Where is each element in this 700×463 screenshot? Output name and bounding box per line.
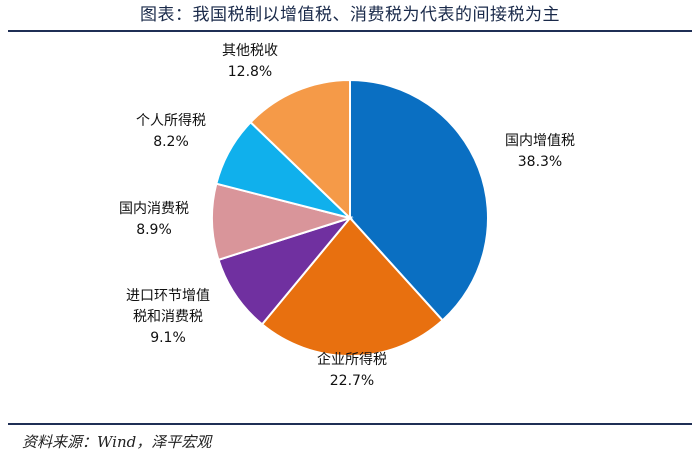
- slice-value-2: 22.7%: [330, 373, 374, 389]
- slice-label-4: 国内消费税: [119, 201, 189, 217]
- chart-title: 图表：我国税制以增值税、消费税为代表的间接税为主: [140, 5, 560, 25]
- slice-label-1: 国内增值税: [505, 133, 575, 149]
- pie-slice-1: [349, 78, 489, 322]
- slice-value-6: 12.8%: [228, 64, 272, 80]
- pie-slice-6: [249, 78, 351, 221]
- pie-slice-2: [260, 216, 444, 357]
- slice-label-3-line-2: 税和消费税: [133, 309, 203, 325]
- title-divider: [8, 30, 692, 32]
- slice-label-3-line-1: 进口环节增值: [126, 288, 210, 304]
- slice-value-1: 38.3%: [518, 154, 562, 170]
- slice-value-5: 8.2%: [153, 134, 189, 150]
- footer-divider: [8, 423, 692, 425]
- slice-value-3: 9.1%: [150, 330, 186, 346]
- slice-value-4: 8.9%: [136, 222, 172, 238]
- slice-label-5: 个人所得税: [136, 112, 206, 129]
- source-note: 资料来源：Wind，泽平宏观: [22, 433, 212, 451]
- pie-slice-3: [217, 216, 353, 326]
- slice-label-2: 企业所得税: [317, 351, 387, 368]
- slice-label-6: 其他税收: [222, 43, 278, 59]
